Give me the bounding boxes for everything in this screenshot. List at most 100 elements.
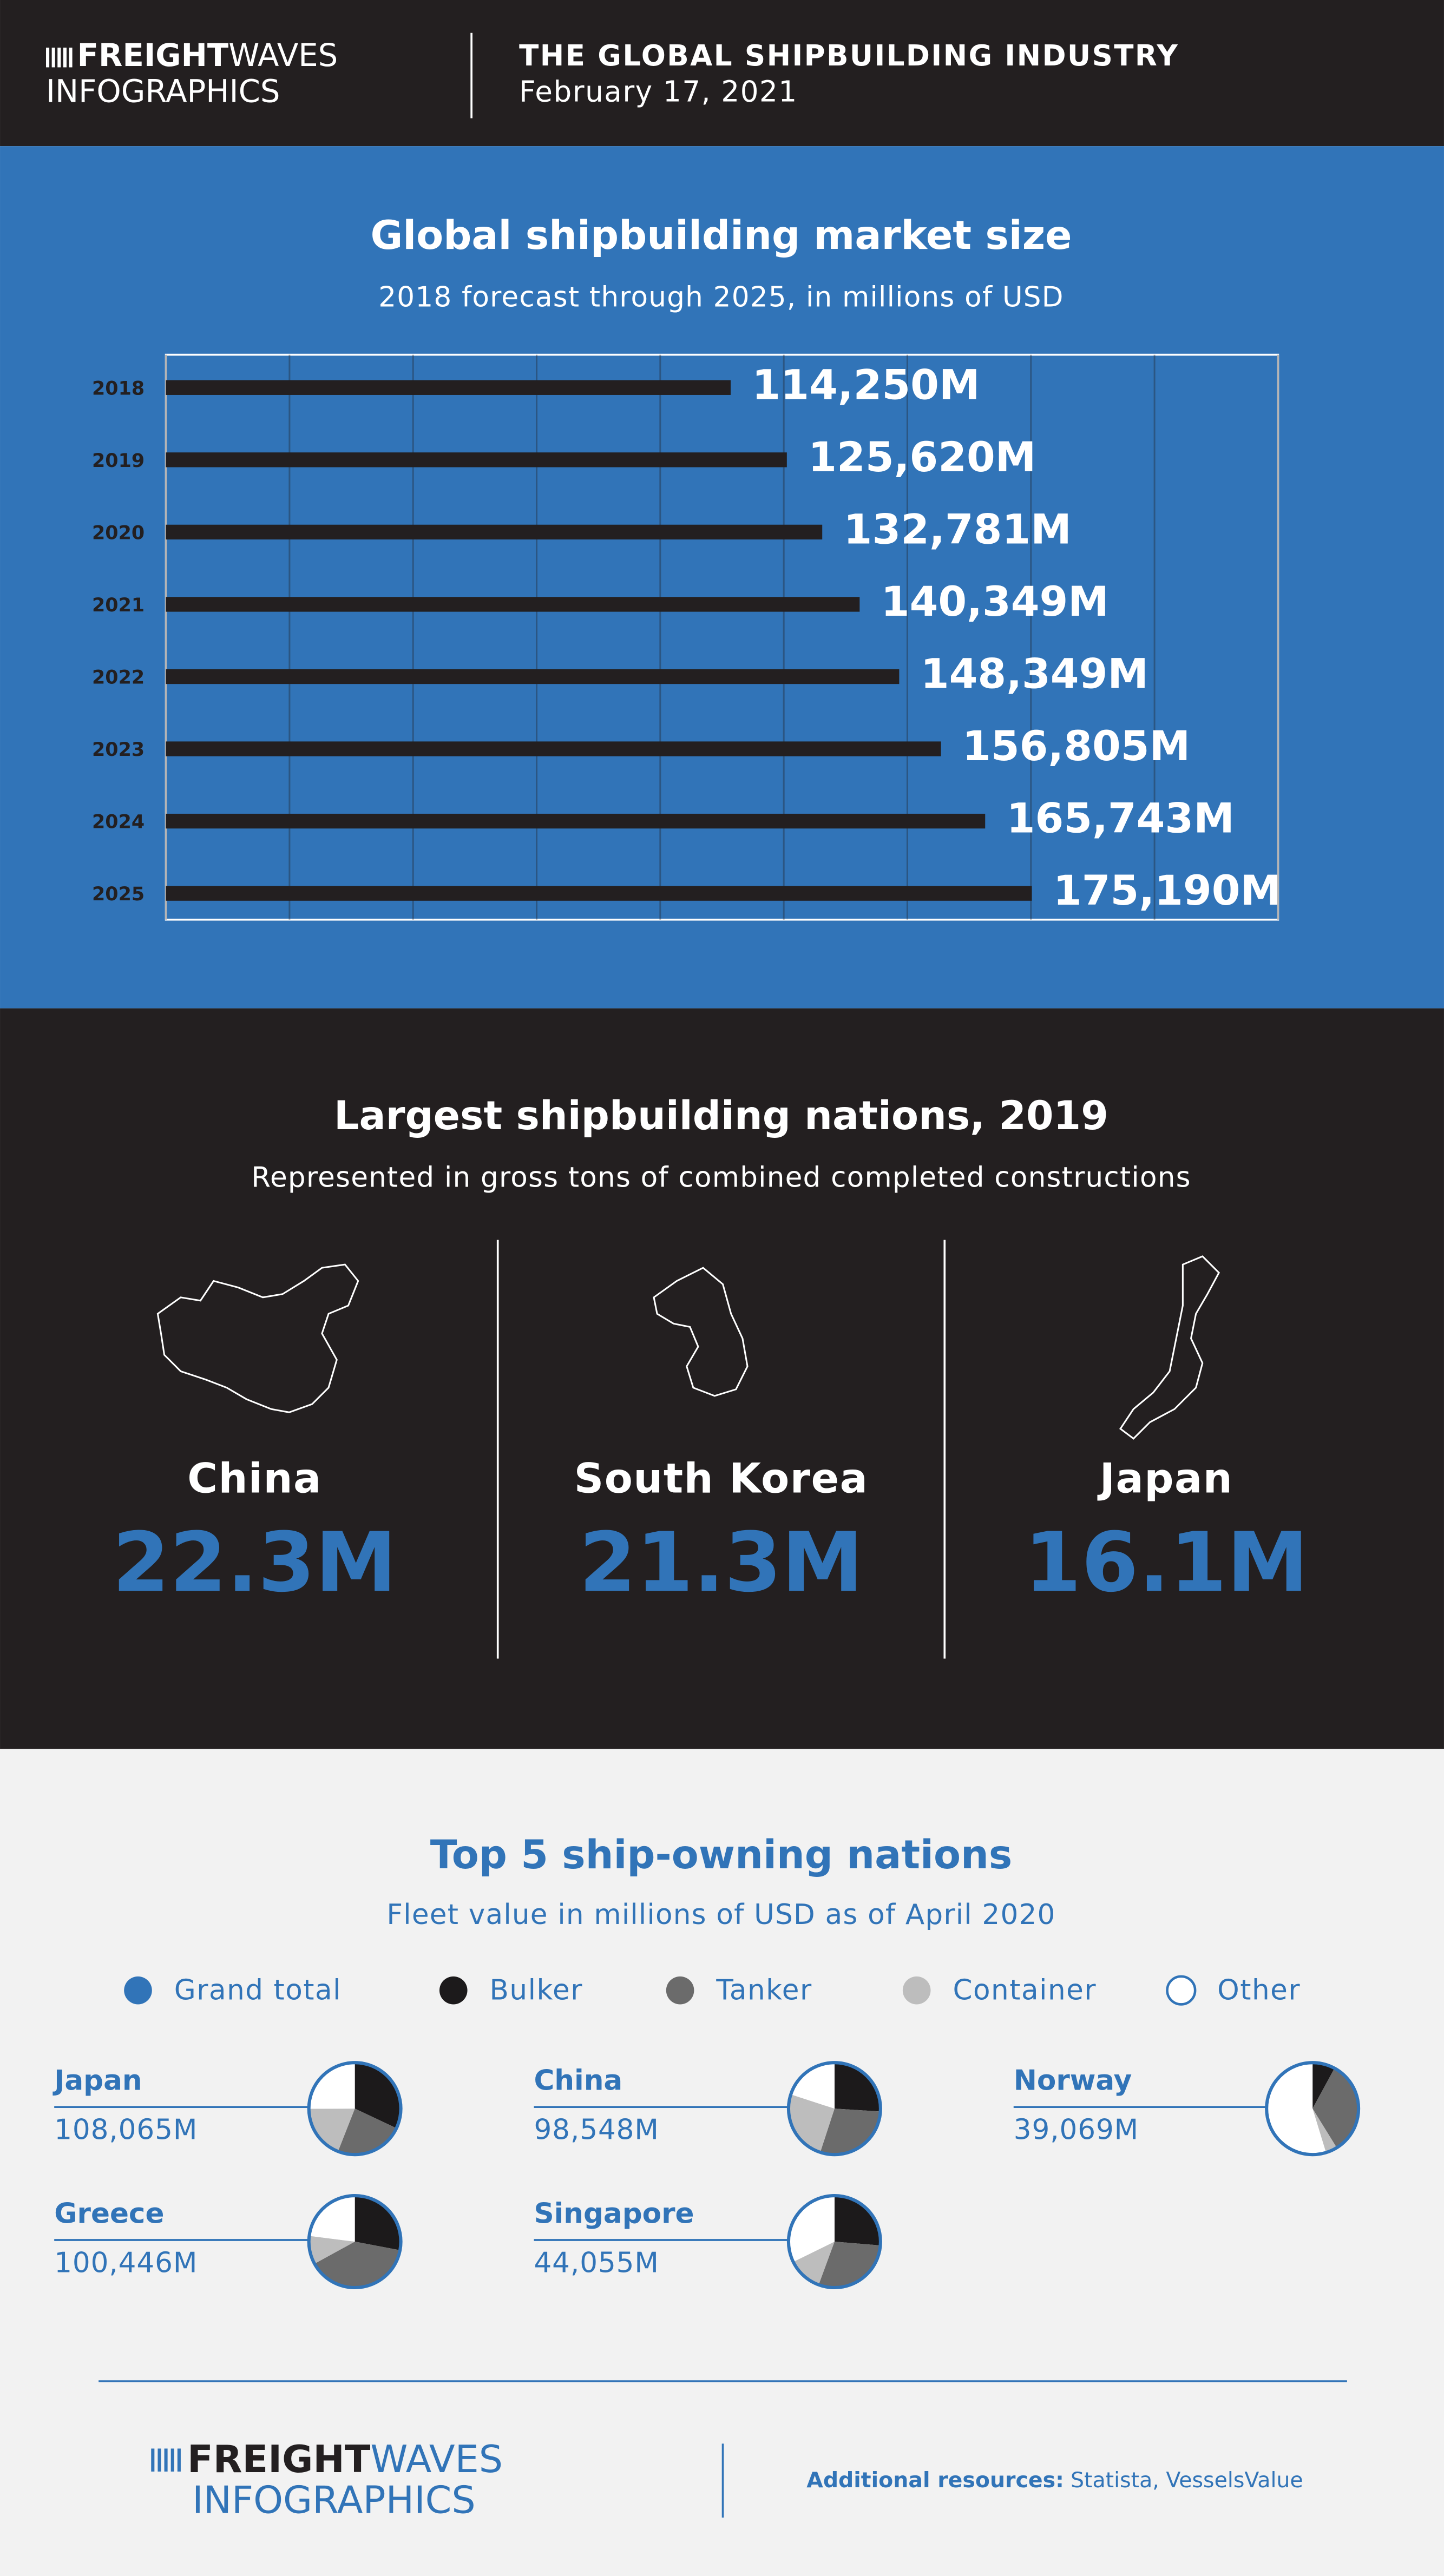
nation-name: Japan xyxy=(52,2065,142,2097)
nations: China 22.3M South Korea 21.3M Japan 16.1M xyxy=(113,1455,1309,1610)
pie-slice xyxy=(314,2242,401,2288)
y-tick-label: 2018 xyxy=(92,378,145,399)
value-label: 125,620M xyxy=(808,433,1036,481)
bar xyxy=(166,452,787,467)
logo-bold: FREIGHT xyxy=(187,2437,371,2481)
pie-slice xyxy=(309,2236,355,2264)
value-label: 132,781M xyxy=(844,505,1072,553)
logo-sub: INFOGRAPHICS xyxy=(46,73,280,110)
resources: Additional resources: Statista, VesselsVa… xyxy=(806,2468,1303,2493)
bar xyxy=(166,524,823,540)
y-tick-label: 2020 xyxy=(92,522,145,544)
pie-chart: Grand total Bulker Tanker Container Other Jap… xyxy=(52,1974,1361,2290)
y-tick-label: 2019 xyxy=(92,450,145,472)
pie-slice xyxy=(834,2063,881,2112)
y-tick-label: 2023 xyxy=(92,739,145,761)
legend-swatch xyxy=(439,1976,468,2005)
legend-label: Other xyxy=(1217,1974,1301,2007)
pie-total-ring xyxy=(307,2061,403,2157)
korea-map xyxy=(653,1267,749,1397)
bar xyxy=(166,741,941,756)
logo-mark xyxy=(46,48,73,68)
pie-slice xyxy=(309,2063,355,2109)
pie-total-ring xyxy=(1265,2061,1361,2157)
nation-name: Singapore xyxy=(534,2197,694,2230)
pie-slice xyxy=(834,2196,881,2246)
logo-light: WAVES xyxy=(228,37,338,74)
nation-total: 39,069M xyxy=(1014,2114,1139,2146)
logo-bold: FREIGHT xyxy=(77,37,229,74)
pie-total-ring xyxy=(786,2061,882,2157)
y-tick-label: 2022 xyxy=(92,667,145,689)
bar xyxy=(166,886,1032,901)
y-tick-label: 2024 xyxy=(92,812,145,833)
pie-total-ring xyxy=(786,2194,882,2290)
pie-slice xyxy=(355,2196,401,2250)
pie-slice xyxy=(1312,2068,1359,2148)
value-label: 175,190M xyxy=(1053,867,1281,914)
nation-name: Japan xyxy=(1097,1455,1233,1503)
nation-value: 16.1M xyxy=(1024,1514,1308,1610)
value-label: 148,349M xyxy=(921,650,1148,697)
nation-total: 44,055M xyxy=(534,2247,659,2279)
nation-total: 108,065M xyxy=(54,2114,198,2146)
legend-swatch xyxy=(124,1976,152,2005)
pie-slice xyxy=(791,2063,835,2109)
pie-slice xyxy=(1266,2063,1327,2155)
pie-slice xyxy=(1312,2109,1337,2153)
plot-frame xyxy=(165,353,1279,921)
value-label: 156,805M xyxy=(962,722,1190,770)
bar xyxy=(166,380,731,395)
nation-value: 22.3M xyxy=(113,1514,397,1610)
nation-name: Norway xyxy=(1014,2065,1132,2097)
logo-sub: INFOGRAPHICS xyxy=(192,2479,476,2522)
chart-subtitle: Fleet value in millions of USD as of Apr… xyxy=(386,1899,1055,1931)
nation-name: China xyxy=(187,1455,321,1503)
nation-name: South Korea xyxy=(574,1455,869,1503)
nation-name: Greece xyxy=(54,2197,164,2230)
bar xyxy=(166,669,900,684)
nation-total: 98,548M xyxy=(534,2114,659,2146)
bar xyxy=(166,597,860,612)
logo-light: WAVES xyxy=(370,2437,503,2481)
legend-label: Bulker xyxy=(490,1974,583,2007)
market-bg xyxy=(0,146,1444,1009)
legend-swatch xyxy=(902,1976,931,2005)
value-label: 165,743M xyxy=(1007,795,1235,842)
value-label: 140,349M xyxy=(881,578,1109,625)
resources-label: Additional resources: xyxy=(806,2468,1064,2493)
nation-name: China xyxy=(534,2065,622,2097)
pie-slice xyxy=(309,2196,355,2242)
japan-map xyxy=(1119,1255,1220,1440)
legend-label: Tanker xyxy=(716,1974,812,2007)
logo: FREIGHTWAVES xyxy=(77,37,338,74)
nations-bg xyxy=(0,1008,1444,1749)
logo: FREIGHTWAVES xyxy=(187,2437,503,2481)
pie-total-ring xyxy=(307,2194,403,2290)
china-map xyxy=(156,1263,359,1413)
owners-bg xyxy=(0,1749,1444,2576)
header-title: THE GLOBAL SHIPBUILDING INDUSTRY xyxy=(519,39,1179,73)
header-bg xyxy=(0,0,1444,147)
section-subtitle: Represented in gross tons of combined co… xyxy=(251,1161,1191,1194)
legend-swatch xyxy=(1166,1975,1197,2006)
pie-slice xyxy=(338,2109,397,2155)
legend-swatch xyxy=(666,1976,694,2005)
legend-label: Grand total xyxy=(174,1974,342,2007)
nation-total: 100,446M xyxy=(54,2247,198,2279)
resources-list: Statista, VesselsValue xyxy=(1071,2468,1303,2493)
value-label: 114,250M xyxy=(752,361,980,409)
y-tick-label: 2025 xyxy=(92,884,145,905)
bar-chart: 2018 114,250M 2019 125,620M 2020 132,781M 2021… xyxy=(92,354,1281,920)
section-title: Largest shipbuilding nations, 2019 xyxy=(334,1093,1108,1139)
pie-slice xyxy=(1312,2063,1335,2109)
bar xyxy=(166,813,986,829)
logo-mark xyxy=(151,2448,181,2472)
chart-title: Global shipbuilding market size xyxy=(370,213,1072,259)
legend-label: Container xyxy=(953,1974,1097,2007)
y-tick-label: 2021 xyxy=(92,595,145,616)
chart-subtitle: 2018 forecast through 2025, in millions … xyxy=(378,281,1064,313)
pie-slice xyxy=(820,2109,881,2155)
